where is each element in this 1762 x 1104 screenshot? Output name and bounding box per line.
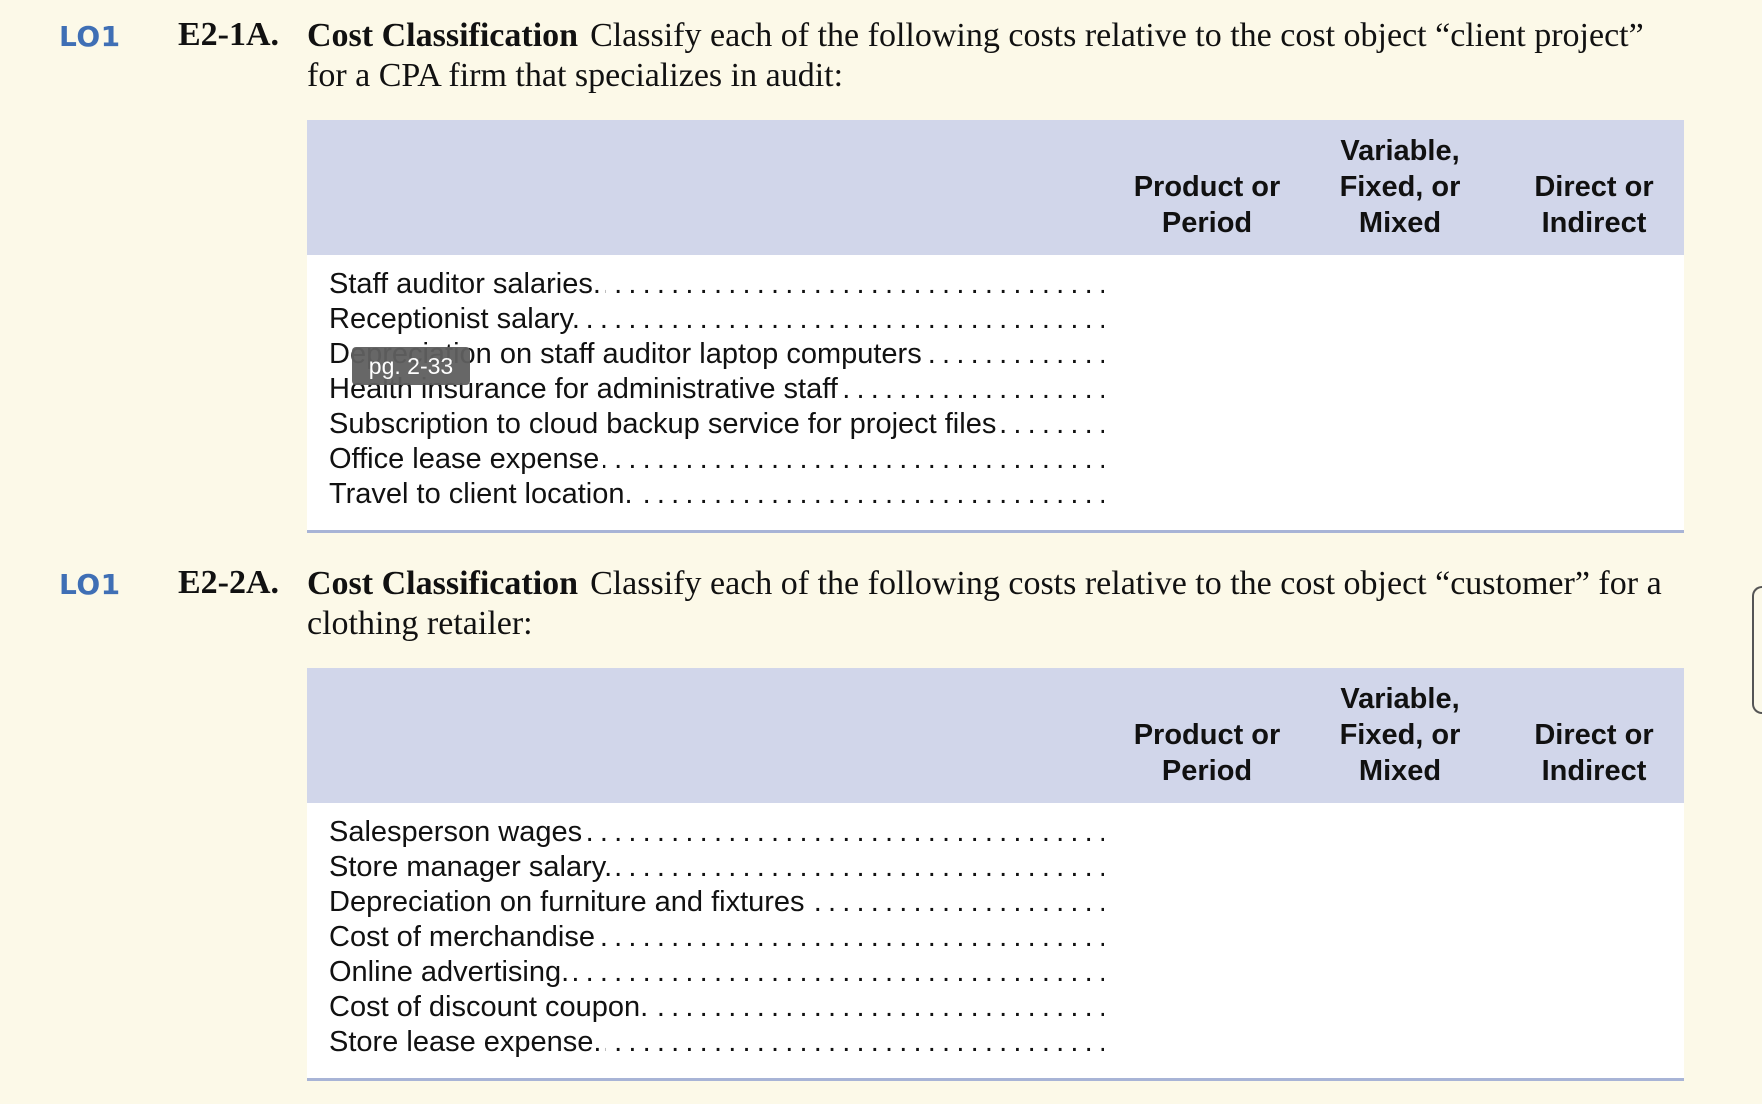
exercise-prompt-text: Classify each of the following costs rel…: [307, 17, 1644, 94]
table-row: ........................................…: [329, 851, 1104, 883]
exercise-prompt: Cost Classification Classify each of the …: [307, 564, 1687, 644]
table-header: Product or Period Variable, Fixed, or Mi…: [307, 120, 1684, 255]
table-row: ........................................…: [329, 921, 1104, 953]
cost-item: Store lease expense.: [329, 1026, 606, 1058]
classification-table: Product or Period Variable, Fixed, or Mi…: [307, 120, 1684, 533]
column-header-product-or-period: Product or Period: [1133, 171, 1281, 239]
page-number-tooltip: pg. 2-33: [352, 347, 470, 385]
cost-item: Receptionist salary.: [329, 303, 584, 335]
table-row: ........................................…: [329, 268, 1104, 300]
table-row: ........................................…: [329, 1026, 1104, 1058]
table-row: ........................................…: [329, 478, 1104, 510]
exercise-title: Cost Classification: [307, 17, 579, 54]
cost-item: Cost of merchandise: [329, 921, 599, 953]
exercise-prompt-text: Classify each of the following costs rel…: [307, 565, 1662, 642]
table-row: ........................................…: [329, 303, 1104, 335]
table-body: ........................................…: [307, 803, 1684, 1078]
table-row: ........................................…: [329, 816, 1104, 848]
side-panel-handle[interactable]: [1752, 586, 1762, 714]
exercise-number: E2-2A.: [178, 564, 280, 601]
cost-item: Store manager salary.: [329, 851, 617, 883]
column-header-product-or-period: Product or Period: [1133, 719, 1281, 787]
table-header: Product or Period Variable, Fixed, or Mi…: [307, 668, 1684, 803]
cost-item: Health insurance for administrative staf…: [329, 373, 842, 405]
learning-objective-label: LO1: [59, 568, 121, 601]
column-header-direct-or-indirect: Direct or Indirect: [1534, 719, 1654, 787]
column-header-variable-fixed-mixed: Variable, Fixed, or Mixed: [1339, 683, 1461, 787]
table-row: ........................................…: [329, 407, 1104, 442]
cost-item: Salesperson wages: [329, 816, 587, 848]
table-row: ........................................…: [329, 991, 1104, 1023]
learning-objective-label: LO1: [59, 20, 121, 53]
table-row: ........................................…: [329, 443, 1104, 475]
cost-item: Travel to client location.: [329, 478, 637, 510]
exercise-title: Cost Classification: [307, 565, 579, 602]
table-row: ........................................…: [329, 956, 1104, 988]
cost-item: Online advertising.: [329, 956, 574, 988]
column-header-direct-or-indirect: Direct or Indirect: [1534, 171, 1654, 239]
table-row: ........................................…: [329, 885, 1104, 920]
classification-table: Product or Period Variable, Fixed, or Mi…: [307, 668, 1684, 1081]
table-body: ........................................…: [307, 255, 1684, 530]
cost-item: Subscription to cloud backup service for…: [329, 408, 1001, 440]
cost-item: Office lease expense: [329, 443, 604, 475]
cost-item: Depreciation on furniture and fixtures: [329, 886, 809, 918]
table-row: ........................................…: [329, 372, 1104, 407]
cost-item: Cost of discount coupon.: [329, 991, 653, 1023]
exercise-prompt: Cost Classification Classify each of the …: [307, 16, 1687, 96]
cost-item: Staff auditor salaries.: [329, 268, 605, 300]
exercise-number: E2-1A.: [178, 16, 280, 53]
column-header-variable-fixed-mixed: Variable, Fixed, or Mixed: [1339, 135, 1461, 239]
